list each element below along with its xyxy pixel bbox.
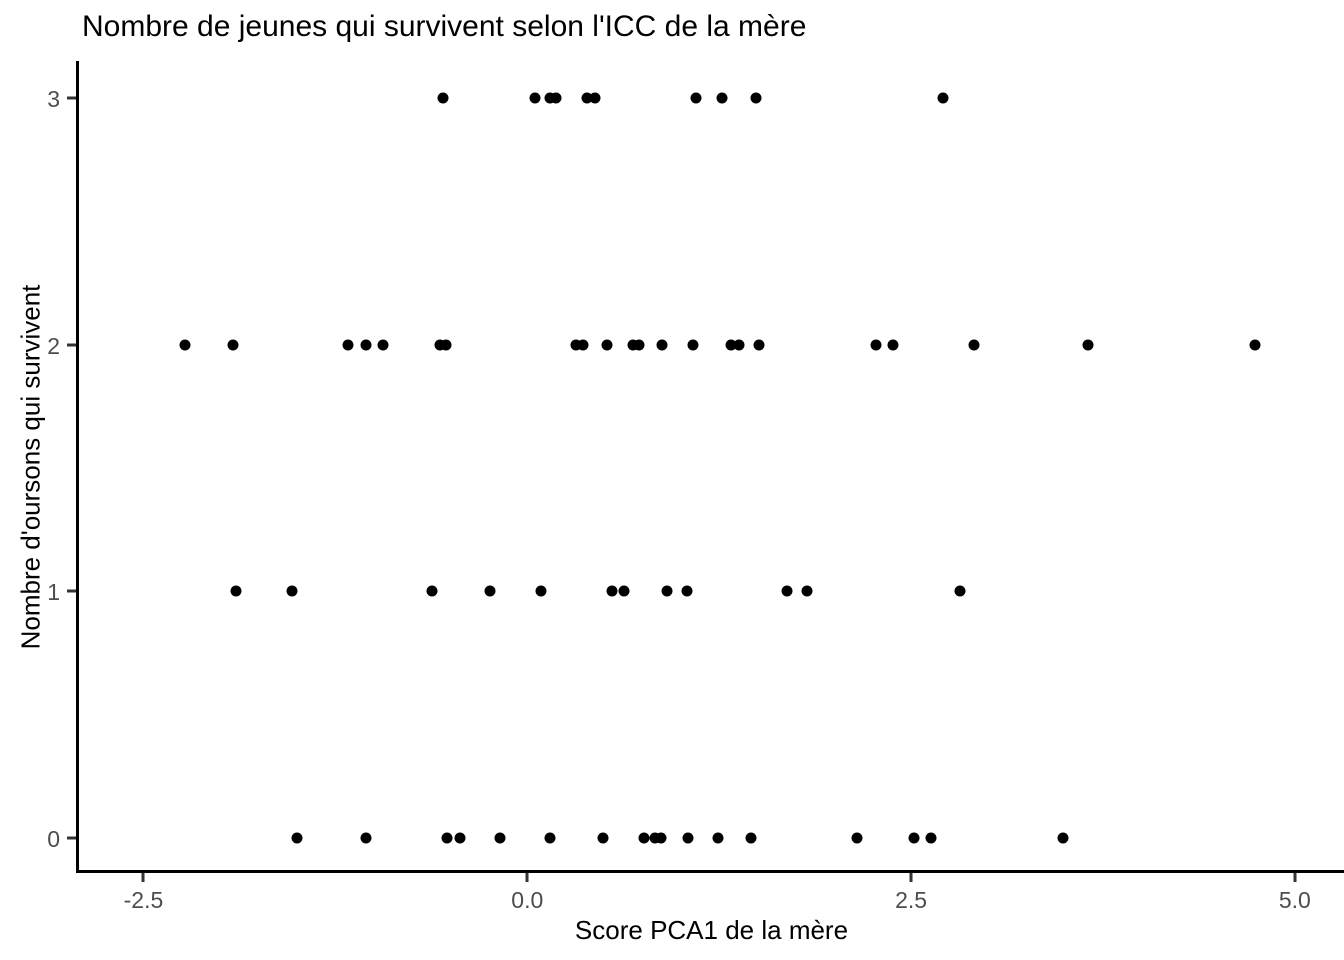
data-point <box>544 832 556 844</box>
data-point <box>597 832 608 844</box>
data-point <box>544 92 556 104</box>
data-point <box>925 832 937 844</box>
data-point <box>286 585 298 597</box>
data-point <box>954 585 966 597</box>
data-point <box>606 585 618 597</box>
data-point <box>437 92 449 104</box>
data-point <box>690 92 702 104</box>
data-point <box>753 339 765 351</box>
y-tick-mark <box>67 96 76 100</box>
data-point <box>937 92 949 104</box>
data-point <box>618 585 630 597</box>
x-tick-label: -2.5 <box>123 887 164 913</box>
x-tick-mark <box>909 873 913 882</box>
data-point <box>581 92 593 104</box>
data-point <box>494 832 506 844</box>
data-point <box>179 339 191 351</box>
data-point <box>377 339 389 351</box>
x-tick-label: 2.5 <box>895 887 928 913</box>
data-point <box>801 585 813 597</box>
data-point <box>655 832 667 844</box>
data-point <box>656 339 668 351</box>
data-point <box>342 339 354 351</box>
data-point <box>870 339 882 351</box>
y-tick-mark <box>67 836 76 840</box>
data-point <box>577 339 589 351</box>
y-tick-label: 1 <box>47 579 60 606</box>
y-tick-mark <box>67 589 76 593</box>
data-point <box>529 92 541 104</box>
data-point <box>570 339 582 351</box>
y-tick-label: 2 <box>47 332 60 359</box>
data-point <box>601 339 613 351</box>
data-point <box>227 339 239 351</box>
data-point <box>908 832 920 844</box>
data-point <box>661 585 673 597</box>
data-point <box>440 339 452 351</box>
x-tick-mark <box>525 873 529 882</box>
data-point <box>1057 832 1069 844</box>
data-point <box>441 832 453 844</box>
data-point <box>1249 339 1261 351</box>
data-point <box>360 339 372 351</box>
data-point <box>589 92 601 104</box>
plot-title: Nombre de jeunes qui survivent selon l'I… <box>82 10 807 43</box>
data-point <box>745 832 757 844</box>
data-point <box>550 92 562 104</box>
data-point <box>851 832 863 844</box>
data-point <box>750 92 762 104</box>
data-point <box>633 339 645 351</box>
data-point <box>360 832 372 844</box>
x-axis-title: Score PCA1 de la mère <box>574 915 849 945</box>
data-point <box>291 832 303 844</box>
x-axis: -2.5 0.0 2.5 5.0 <box>79 873 1344 933</box>
data-point <box>1082 339 1094 351</box>
data-point <box>687 339 699 351</box>
data-point <box>887 339 899 351</box>
y-tick-mark <box>67 343 76 347</box>
y-tick-label: 0 <box>47 825 60 852</box>
data-point <box>230 585 242 597</box>
data-point <box>682 832 694 844</box>
plot-panel <box>76 61 1344 873</box>
data-point <box>454 832 466 844</box>
data-point <box>627 339 639 351</box>
data-point <box>434 339 446 351</box>
data-point <box>426 585 438 597</box>
data-point <box>725 339 737 351</box>
data-point <box>716 92 728 104</box>
x-tick-label: 0.0 <box>511 887 544 913</box>
x-tick-mark <box>1293 873 1297 882</box>
y-tick-label: 3 <box>47 85 60 112</box>
data-point <box>638 832 650 844</box>
data-point <box>712 832 724 844</box>
x-tick-mark <box>141 873 145 882</box>
x-tick-label: 5.0 <box>1278 887 1311 913</box>
data-point <box>968 339 980 351</box>
data-point <box>781 585 793 597</box>
data-point <box>681 585 693 597</box>
y-axis: 0 1 2 3 <box>0 61 76 870</box>
data-point <box>733 339 745 351</box>
data-point <box>535 585 547 597</box>
data-point <box>649 832 661 844</box>
data-point <box>484 585 496 597</box>
